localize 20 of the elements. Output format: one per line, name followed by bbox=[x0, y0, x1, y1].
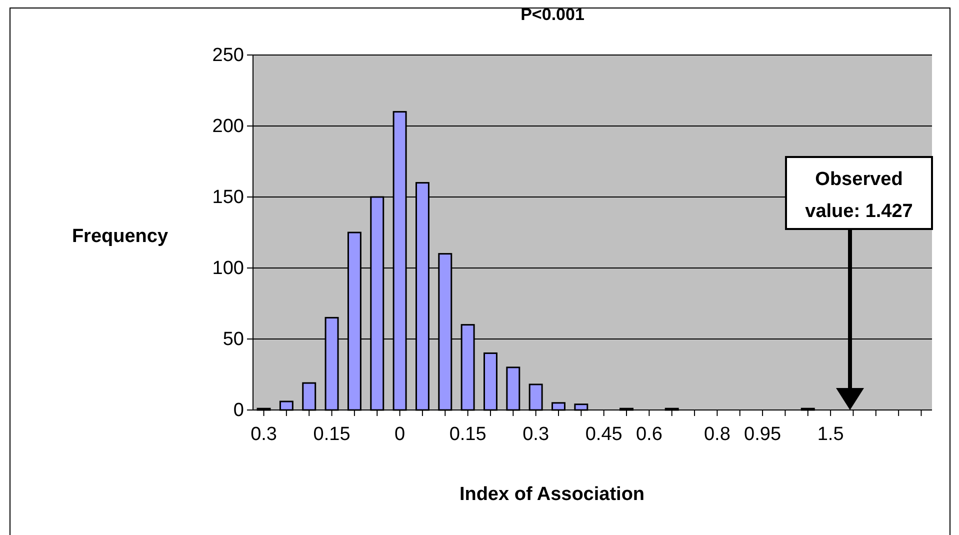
x-tick-label: 0.8 bbox=[704, 424, 730, 445]
annotation: Observed value: 1.427 bbox=[805, 169, 913, 222]
chart-title: P<0.001 bbox=[520, 5, 584, 24]
y-axis-title: Frequency bbox=[72, 226, 168, 247]
x-tick-label: 0.95 bbox=[744, 424, 782, 445]
y-tick-label: 50 bbox=[222, 329, 244, 350]
x-axis-title: Index of Association bbox=[459, 484, 645, 505]
x-tick-label: 0 bbox=[394, 424, 406, 445]
x-tick-label: 0.15 bbox=[313, 424, 350, 445]
x-tick-label: 0.45 bbox=[585, 424, 622, 445]
y-tick-label: 150 bbox=[212, 187, 244, 208]
x-tick-label: 0.15 bbox=[449, 424, 486, 445]
y-tick-label: 100 bbox=[212, 258, 244, 280]
y-tick-label: 200 bbox=[212, 116, 244, 138]
x-tick-label: 0.3 bbox=[250, 424, 277, 445]
y-tick-label: 250 bbox=[212, 45, 244, 66]
x-tick-label: 1.5 bbox=[817, 424, 844, 445]
x-tick-label: 0.6 bbox=[636, 424, 662, 445]
x-tick-label: 0.3 bbox=[522, 424, 550, 445]
y-tick-label: 0 bbox=[233, 400, 244, 422]
